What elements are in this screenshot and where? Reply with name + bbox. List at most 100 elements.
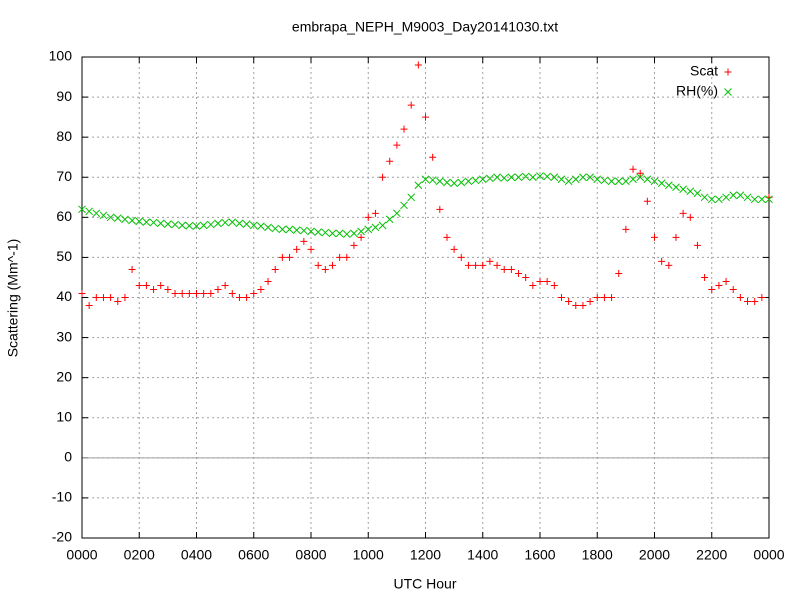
data-point bbox=[515, 269, 523, 277]
plot-border bbox=[81, 56, 770, 539]
data-point bbox=[729, 191, 738, 200]
data-point bbox=[593, 175, 602, 184]
data-point bbox=[550, 281, 558, 289]
data-point bbox=[428, 176, 437, 184]
data-point bbox=[614, 177, 623, 186]
data-point bbox=[128, 265, 136, 273]
y-tick-label: 50 bbox=[56, 248, 72, 264]
data-point bbox=[751, 298, 759, 306]
data-point bbox=[715, 195, 723, 204]
data-point bbox=[414, 61, 422, 69]
data-point bbox=[393, 209, 401, 218]
data-point bbox=[478, 175, 487, 184]
legend-label: RH(%) bbox=[676, 83, 718, 99]
data-point bbox=[443, 178, 451, 187]
data-point bbox=[192, 222, 201, 231]
y-tick-label: 30 bbox=[56, 328, 72, 344]
data-point bbox=[407, 101, 415, 109]
data-point bbox=[643, 175, 652, 184]
data-point bbox=[156, 219, 165, 228]
data-point bbox=[228, 218, 237, 226]
data-point bbox=[300, 237, 308, 245]
data-point bbox=[514, 173, 523, 182]
y-tick-label: 100 bbox=[49, 48, 73, 64]
y-tick-label: 90 bbox=[56, 88, 72, 104]
data-point bbox=[486, 257, 494, 265]
data-point bbox=[99, 211, 108, 220]
y-tick-label: -10 bbox=[52, 489, 72, 505]
data-point bbox=[529, 281, 537, 289]
data-point bbox=[193, 289, 200, 297]
data-point bbox=[106, 213, 115, 222]
data-point bbox=[350, 229, 358, 238]
data-point bbox=[107, 294, 115, 301]
data-point bbox=[464, 261, 472, 269]
y-tick-label: 20 bbox=[56, 368, 72, 384]
data-point bbox=[736, 294, 744, 301]
data-point bbox=[507, 265, 515, 273]
data-point bbox=[214, 285, 222, 293]
data-point bbox=[686, 187, 695, 196]
data-point bbox=[142, 281, 150, 289]
data-point bbox=[221, 218, 229, 227]
y-tick-label: 60 bbox=[56, 208, 72, 224]
y-tick-label: 0 bbox=[64, 449, 72, 465]
legend-label: Scat bbox=[690, 63, 718, 79]
data-point bbox=[171, 220, 179, 229]
data-point bbox=[271, 224, 280, 233]
x-tick-label: 1600 bbox=[524, 547, 555, 563]
data-point bbox=[114, 298, 122, 306]
data-point bbox=[543, 277, 551, 285]
data-point bbox=[507, 173, 516, 182]
x-tick-label: 2000 bbox=[639, 547, 670, 563]
legend-marker bbox=[724, 88, 732, 96]
data-point bbox=[207, 289, 215, 297]
data-point bbox=[264, 277, 272, 285]
data-point bbox=[78, 205, 86, 214]
data-point bbox=[600, 294, 608, 301]
data-point bbox=[500, 265, 508, 273]
data-point bbox=[371, 223, 380, 232]
data-point bbox=[342, 230, 351, 239]
data-point bbox=[357, 233, 365, 241]
data-point bbox=[629, 175, 637, 184]
y-tick-label: 10 bbox=[56, 408, 72, 424]
data-point bbox=[171, 289, 179, 297]
data-point bbox=[235, 294, 243, 301]
data-point bbox=[393, 141, 401, 149]
x-tick-label: 0000 bbox=[753, 547, 784, 563]
data-point bbox=[307, 227, 315, 236]
data-point bbox=[693, 241, 701, 249]
data-point bbox=[314, 261, 322, 269]
data-point bbox=[743, 193, 752, 202]
x-tick-label: 0200 bbox=[124, 547, 155, 563]
data-point bbox=[672, 233, 680, 241]
data-point bbox=[600, 176, 609, 185]
data-point bbox=[150, 285, 158, 293]
data-point bbox=[257, 222, 265, 231]
data-point bbox=[278, 225, 287, 234]
data-point bbox=[422, 113, 429, 121]
data-point bbox=[400, 125, 408, 133]
data-point bbox=[564, 177, 573, 186]
data-point bbox=[629, 165, 637, 173]
data-point bbox=[528, 173, 537, 182]
data-point bbox=[285, 225, 294, 234]
x-tick-label: 2200 bbox=[696, 547, 727, 563]
data-point bbox=[99, 294, 107, 301]
data-point bbox=[178, 289, 186, 297]
data-point bbox=[378, 221, 387, 230]
data-point bbox=[586, 173, 594, 182]
data-point bbox=[92, 294, 100, 301]
data-point bbox=[414, 181, 423, 190]
data-point bbox=[264, 223, 272, 232]
data-point bbox=[765, 195, 773, 204]
data-point bbox=[421, 175, 430, 184]
data-point bbox=[622, 177, 630, 186]
data-point bbox=[364, 213, 372, 221]
data-point bbox=[679, 185, 687, 194]
data-point bbox=[164, 220, 172, 229]
data-point bbox=[271, 265, 279, 273]
data-point bbox=[750, 195, 759, 204]
